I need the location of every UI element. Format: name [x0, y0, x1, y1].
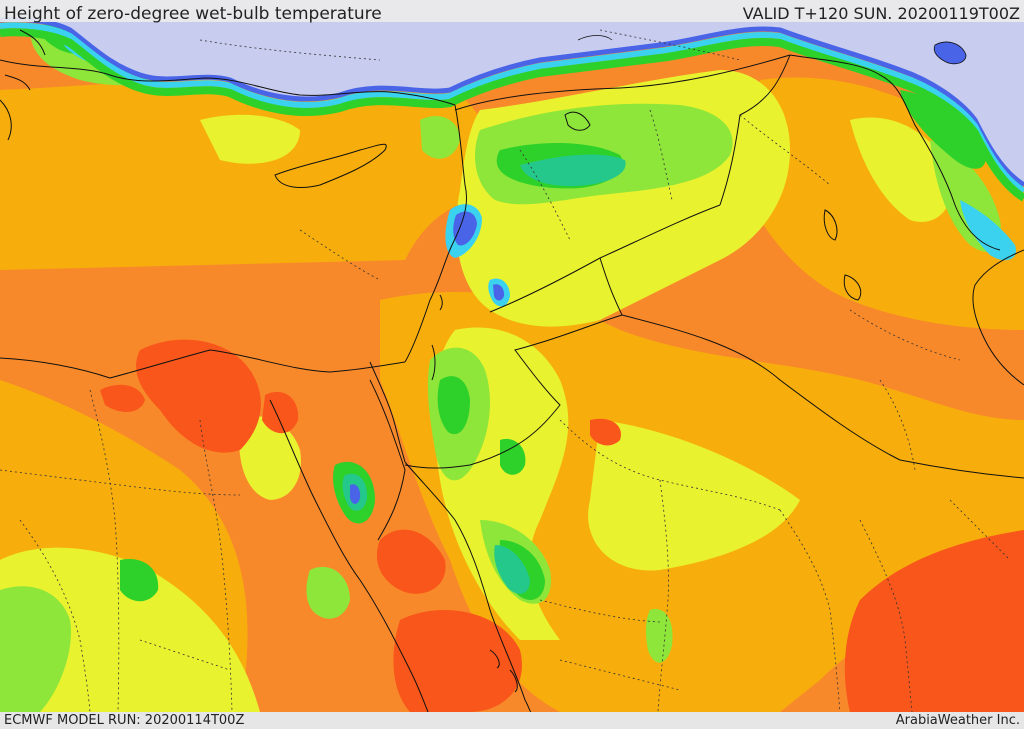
credit-label: ArabiaWeather Inc. [895, 713, 1020, 728]
internal-boundaries [0, 29, 1011, 713]
teal-cyan-regions [342, 154, 626, 594]
lake-urmia-outline [577, 35, 613, 41]
lake-van [933, 41, 967, 65]
coastlines [0, 29, 1024, 713]
red-orange-regions [100, 339, 1024, 712]
footer-bar [0, 712, 1024, 729]
blue-regions [350, 211, 505, 504]
cold-north-region [0, 0, 1024, 185]
cold-edge-blue-fringe [0, 16, 1024, 188]
valid-time-label: VALID T+120 SUN. 20200119T00Z [742, 4, 1020, 23]
model-run-label: ECMWF MODEL RUN: 20200114T00Z [4, 713, 245, 728]
cold-edge-green-fringe [0, 28, 1024, 202]
map-title: Height of zero-degree wet-bulb temperatu… [4, 4, 382, 24]
header-bar [0, 0, 1024, 22]
